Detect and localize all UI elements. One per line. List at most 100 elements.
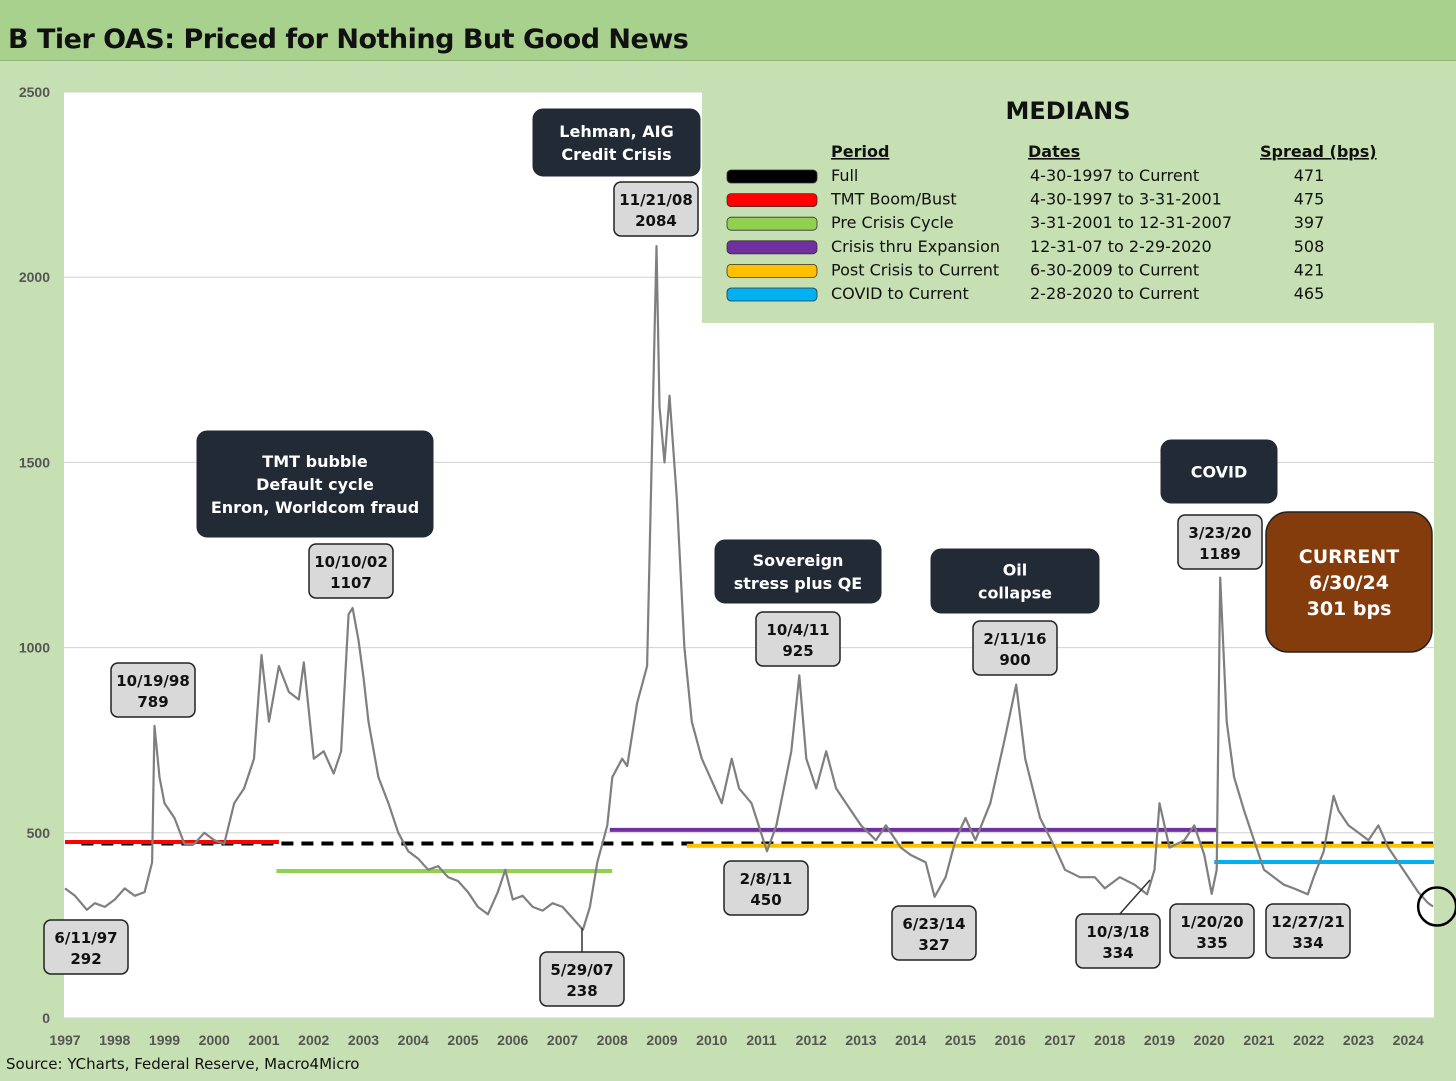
medians-spread: 397 bbox=[1294, 213, 1325, 232]
value-label-box bbox=[755, 611, 841, 667]
x-tick-label: 2001 bbox=[248, 1032, 279, 1048]
x-tick-label: 2021 bbox=[1243, 1032, 1274, 1048]
x-tick-label: 2008 bbox=[597, 1032, 628, 1048]
x-tick-label: 2013 bbox=[845, 1032, 876, 1048]
value-label-value: 1189 bbox=[1199, 545, 1241, 563]
value-label-value: 789 bbox=[137, 693, 168, 711]
x-tick-label: 2011 bbox=[746, 1032, 777, 1048]
value-label: 2/11/16 900 bbox=[972, 620, 1058, 676]
event-callout-box bbox=[196, 430, 434, 538]
current-callout-text: CURRENT bbox=[1299, 546, 1400, 568]
value-label: 10/10/02 1107 bbox=[308, 543, 394, 599]
value-label-value: 334 bbox=[1102, 944, 1133, 962]
x-tick-label: 2022 bbox=[1293, 1032, 1324, 1048]
value-label-box bbox=[308, 543, 394, 599]
current-marker bbox=[1416, 886, 1456, 927]
event-callout-text: Sovereign bbox=[753, 551, 844, 570]
x-tick-label: 2000 bbox=[199, 1032, 230, 1048]
event-callout-text: Credit Crisis bbox=[561, 145, 671, 164]
current-callout-box bbox=[1265, 511, 1433, 653]
value-label-date: 11/21/08 bbox=[619, 191, 693, 209]
x-tick-label: 2024 bbox=[1393, 1032, 1424, 1048]
medians-spread: 471 bbox=[1294, 166, 1325, 185]
value-label: 12/27/21 334 bbox=[1265, 903, 1351, 959]
medians-spread: 465 bbox=[1294, 284, 1325, 303]
value-label-box bbox=[723, 860, 809, 916]
value-label: 6/23/14 327 bbox=[891, 905, 977, 961]
value-label: 2/8/11 450 bbox=[723, 860, 809, 916]
value-label-date: 12/27/21 bbox=[1271, 913, 1345, 931]
value-label-box bbox=[110, 662, 196, 718]
source-note: Source: YCharts, Federal Reserve, Macro4… bbox=[6, 1055, 360, 1073]
medians-header-period: Period bbox=[831, 142, 889, 161]
value-label-box bbox=[891, 905, 977, 961]
medians-period: Post Crisis to Current bbox=[831, 260, 999, 279]
medians-dates: 3-31-2001 to 12-31-2007 bbox=[1030, 213, 1232, 232]
value-label-date: 10/19/98 bbox=[116, 672, 190, 690]
medians-swatch bbox=[726, 287, 818, 302]
medians-swatch bbox=[726, 263, 818, 278]
value-label: 1/20/20 335 bbox=[1169, 903, 1255, 959]
value-label: 10/3/18 334 bbox=[1075, 913, 1161, 969]
y-tick-label: 500 bbox=[27, 825, 51, 841]
value-label-box bbox=[613, 181, 699, 237]
medians-period: Crisis thru Expansion bbox=[831, 237, 1000, 256]
event-callout: COVID bbox=[1160, 439, 1278, 504]
x-tick-label: 2020 bbox=[1194, 1032, 1225, 1048]
value-label-value: 334 bbox=[1292, 934, 1323, 952]
value-label-value: 1107 bbox=[330, 574, 372, 592]
event-callout: TMT bubble Default cycle Enron, Worldcom f… bbox=[196, 430, 434, 538]
event-callout-text: TMT bubble bbox=[262, 452, 368, 471]
y-tick-label: 1000 bbox=[19, 640, 50, 656]
x-tick-label: 1997 bbox=[49, 1032, 80, 1048]
medians-period: Full bbox=[831, 166, 858, 185]
medians-title: MEDIANS bbox=[1005, 97, 1130, 125]
medians-swatch bbox=[726, 193, 818, 208]
x-tick-label: 2002 bbox=[298, 1032, 329, 1048]
value-label-box bbox=[1075, 913, 1161, 969]
value-label-value: 327 bbox=[918, 936, 949, 954]
value-label-value: 292 bbox=[70, 950, 101, 968]
medians-header-spread: Spread (bps) bbox=[1260, 142, 1377, 161]
value-label-box bbox=[972, 620, 1058, 676]
value-label-date: 10/10/02 bbox=[314, 553, 388, 571]
value-label-date: 3/23/20 bbox=[1188, 524, 1251, 542]
x-tick-label: 2009 bbox=[646, 1032, 677, 1048]
event-callout: Lehman, AIG Credit Crisis bbox=[532, 108, 701, 177]
y-tick-label: 0 bbox=[42, 1010, 50, 1026]
value-label-box bbox=[43, 919, 129, 975]
value-label: 11/21/08 2084 bbox=[613, 181, 699, 237]
spread-series-line bbox=[64, 245, 1434, 931]
value-label: 10/4/11 925 bbox=[755, 611, 841, 667]
medians-dates: 2-28-2020 to Current bbox=[1030, 284, 1199, 303]
current-callout-text: 6/30/24 bbox=[1309, 572, 1389, 594]
event-callout-text: Enron, Worldcom fraud bbox=[211, 498, 419, 517]
x-tick-label: 2012 bbox=[796, 1032, 827, 1048]
medians-header-dates: Dates bbox=[1028, 142, 1080, 161]
medians-dates: 4-30-1997 to Current bbox=[1030, 166, 1199, 185]
value-label-value: 2084 bbox=[635, 212, 677, 230]
value-label-date: 5/29/07 bbox=[550, 961, 613, 979]
event-callout-text: Lehman, AIG bbox=[559, 122, 673, 141]
value-label-box bbox=[1265, 903, 1351, 959]
medians-swatch bbox=[726, 169, 818, 184]
value-label: 5/29/07 238 bbox=[539, 951, 625, 1007]
x-tick-label: 2007 bbox=[547, 1032, 578, 1048]
value-label-box bbox=[1169, 903, 1255, 959]
x-tick-label: 2005 bbox=[447, 1032, 478, 1048]
value-label-value: 335 bbox=[1196, 934, 1227, 952]
medians-swatch bbox=[726, 216, 818, 231]
medians-period: COVID to Current bbox=[831, 284, 969, 303]
medians-dates: 12-31-07 to 2-29-2020 bbox=[1030, 237, 1212, 256]
event-callout-box bbox=[1160, 439, 1278, 504]
x-tick-label: 2014 bbox=[895, 1032, 926, 1048]
x-tick-label: 2003 bbox=[348, 1032, 379, 1048]
event-callout-box bbox=[532, 108, 701, 177]
event-callout-text: collapse bbox=[978, 584, 1052, 603]
value-label-value: 925 bbox=[782, 642, 813, 660]
medians-period: TMT Boom/Bust bbox=[830, 190, 957, 209]
x-tick-label: 2017 bbox=[1044, 1032, 1075, 1048]
event-callout-text: Oil bbox=[1003, 561, 1028, 580]
value-label-date: 6/23/14 bbox=[902, 915, 965, 933]
